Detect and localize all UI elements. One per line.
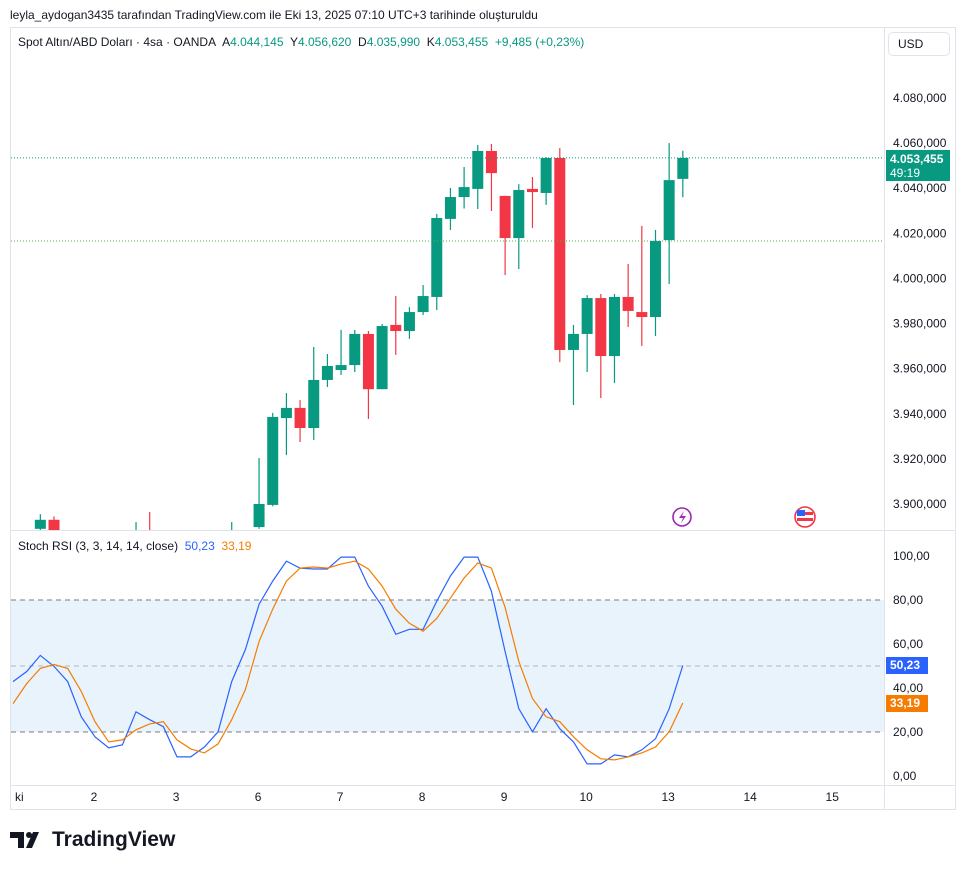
stoch-tick-label: 100,00 bbox=[893, 549, 930, 563]
candle-body bbox=[34, 519, 46, 529]
candle-body bbox=[608, 296, 620, 357]
time-tick-label: ki bbox=[15, 790, 24, 804]
high-label: Y bbox=[289, 35, 298, 49]
candle-body bbox=[444, 197, 456, 219]
chart-frame bbox=[10, 27, 956, 810]
currency-button[interactable]: USD bbox=[888, 32, 950, 56]
us-flag-canton bbox=[797, 510, 805, 516]
time-tick-label: 3 bbox=[173, 790, 180, 804]
candle-body bbox=[485, 151, 497, 174]
candle-body bbox=[48, 519, 60, 530]
candle-body bbox=[677, 157, 689, 179]
us-flag-stripe bbox=[797, 518, 813, 521]
price-tick-label: 3.940,000 bbox=[893, 407, 947, 421]
stoch-d-line bbox=[12, 560, 684, 761]
stoch-d-value: 33,19 bbox=[221, 539, 252, 553]
candle-body bbox=[636, 312, 648, 318]
price-tick-label: 4.040,000 bbox=[893, 181, 947, 195]
candle-body bbox=[376, 326, 388, 390]
stoch-tick-label: 60,00 bbox=[893, 637, 923, 651]
candle-body bbox=[581, 298, 593, 334]
price-tick-label: 4.060,000 bbox=[893, 136, 947, 150]
tradingview-logo[interactable]: TradingView bbox=[10, 828, 175, 852]
stoch-tick-label: 20,00 bbox=[893, 725, 923, 739]
last-price: 4.053,455 bbox=[890, 152, 944, 166]
lightning-glyph bbox=[679, 511, 686, 523]
stoch-rsi-title: Stoch RSI (3, 3, 14, 14, close) bbox=[18, 539, 179, 553]
candle-body bbox=[335, 365, 347, 371]
candle-body bbox=[595, 298, 607, 357]
candle-body bbox=[417, 296, 429, 313]
candle-body bbox=[362, 333, 374, 390]
candle-body bbox=[649, 241, 661, 318]
time-tick-label: 13 bbox=[661, 790, 675, 804]
candle-body bbox=[540, 157, 552, 193]
stoch-tick-label: 0,00 bbox=[893, 769, 917, 783]
candle-body bbox=[294, 407, 306, 428]
time-tick-label: 6 bbox=[255, 790, 262, 804]
candle-body bbox=[622, 296, 634, 311]
last-price-badge: 4.053,455 49:19 bbox=[886, 150, 950, 181]
change-value: +9,485 (+0,23%) bbox=[494, 35, 585, 49]
candle-body bbox=[253, 504, 265, 528]
candle-body bbox=[390, 324, 402, 332]
bar-countdown: 49:19 bbox=[890, 166, 921, 180]
price-tick-label: 3.960,000 bbox=[893, 362, 947, 376]
stoch-k-value: 50,23 bbox=[184, 539, 215, 553]
low-value: 4.035,990 bbox=[366, 35, 421, 49]
symbol-title: Spot Altın/ABD Doları · 4sa · OANDA bbox=[18, 35, 217, 49]
stoch-d-badge: 33,19 bbox=[886, 695, 928, 712]
candle-body bbox=[431, 217, 443, 297]
time-tick-label: 10 bbox=[579, 790, 593, 804]
price-tick-label: 3.900,000 bbox=[893, 497, 947, 511]
candle-body bbox=[526, 188, 538, 193]
candle-body bbox=[267, 416, 279, 505]
time-tick-label: 7 bbox=[337, 790, 344, 804]
stoch-tick-label: 40,00 bbox=[893, 681, 923, 695]
close-label: K bbox=[426, 35, 435, 49]
candle-body bbox=[567, 333, 579, 350]
candle-body bbox=[499, 195, 511, 239]
open-label: A bbox=[222, 35, 231, 49]
tradingview-logo-icon bbox=[10, 832, 39, 848]
logo-text: TradingView bbox=[52, 828, 176, 851]
chart-credit: leyla_aydogan3435 tarafından TradingView… bbox=[10, 8, 538, 22]
price-tick-label: 3.920,000 bbox=[893, 452, 947, 466]
time-tick-label: 14 bbox=[744, 790, 758, 804]
open-value: 4.044,145 bbox=[230, 35, 284, 49]
candle-body bbox=[554, 157, 566, 350]
candle-body bbox=[321, 365, 333, 380]
candles-group bbox=[34, 143, 689, 530]
stoch-k-line bbox=[12, 556, 684, 765]
stoch-rsi-legend[interactable]: Stoch RSI (3, 3, 14, 14, close) 50,23 33… bbox=[18, 539, 251, 553]
price-tick-label: 4.000,000 bbox=[893, 271, 947, 285]
candle-body bbox=[308, 379, 320, 428]
time-tick-label: 2 bbox=[91, 790, 98, 804]
low-label: D bbox=[358, 35, 367, 49]
stoch-tick-label: 80,00 bbox=[893, 593, 923, 607]
close-value: 4.053,455 bbox=[434, 35, 489, 49]
time-tick-label: 9 bbox=[501, 790, 508, 804]
candle-body bbox=[403, 312, 415, 332]
symbol-legend: Spot Altın/ABD Doları · 4sa · OANDA A4.0… bbox=[18, 35, 584, 49]
candle-body bbox=[663, 180, 675, 241]
candle-body bbox=[513, 190, 525, 239]
candle-body bbox=[280, 407, 292, 419]
price-tick-label: 4.080,000 bbox=[893, 91, 947, 105]
candle-body bbox=[458, 187, 470, 198]
candle-body bbox=[472, 151, 484, 189]
time-tick-label: 15 bbox=[826, 790, 840, 804]
high-value: 4.056,620 bbox=[297, 35, 352, 49]
candle-body bbox=[349, 333, 361, 366]
time-tick-label: 8 bbox=[419, 790, 426, 804]
stoch-k-badge: 50,23 bbox=[886, 657, 928, 674]
price-tick-label: 4.020,000 bbox=[893, 226, 947, 240]
price-tick-label: 3.980,000 bbox=[893, 317, 947, 331]
